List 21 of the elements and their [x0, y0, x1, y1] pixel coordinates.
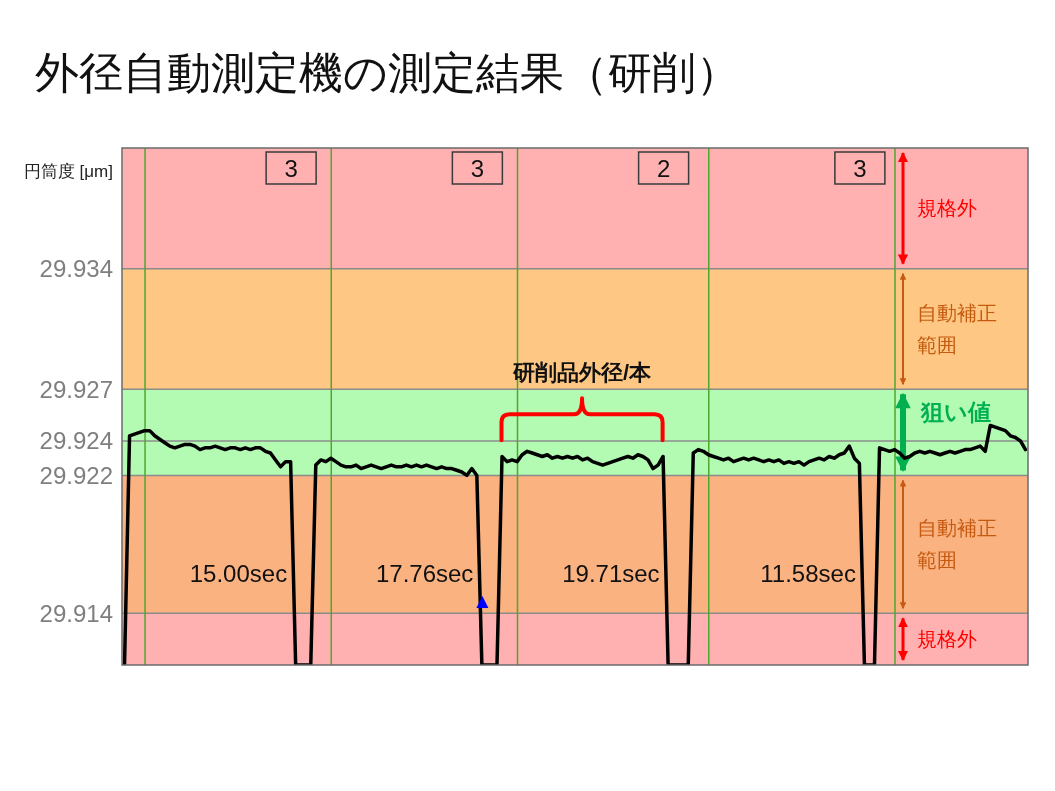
band-label: 狙い値	[921, 398, 992, 428]
chart-title: 外径自動測定機の測定結果（研削）	[35, 48, 740, 97]
annotation: 3	[853, 155, 867, 182]
annotation: 15.00sec	[189, 560, 288, 587]
band-label: 自動補正範囲	[917, 300, 998, 358]
line-series	[122, 423, 1028, 665]
annotation: 11.58sec	[760, 560, 856, 587]
band-label: 自動補正範囲	[917, 516, 998, 574]
annotation: 2	[656, 155, 671, 182]
band-label: 規格外	[917, 196, 978, 222]
annotation: 17.76sec	[375, 560, 474, 587]
y-tick-label: 29.914	[39, 599, 113, 627]
y-axis-title: 円筒度 [μm]	[23, 162, 113, 181]
y-tick-label: 29.924	[39, 427, 113, 455]
annotation: 3	[470, 155, 485, 182]
annotation: 19.71sec	[562, 560, 660, 587]
y-tick-label: 29.934	[39, 255, 113, 283]
y-tick-label: 29.922	[39, 461, 113, 489]
y-tick-label: 29.927	[39, 375, 113, 403]
band-label: 規格外	[917, 627, 978, 653]
annotation: 3	[284, 155, 298, 182]
